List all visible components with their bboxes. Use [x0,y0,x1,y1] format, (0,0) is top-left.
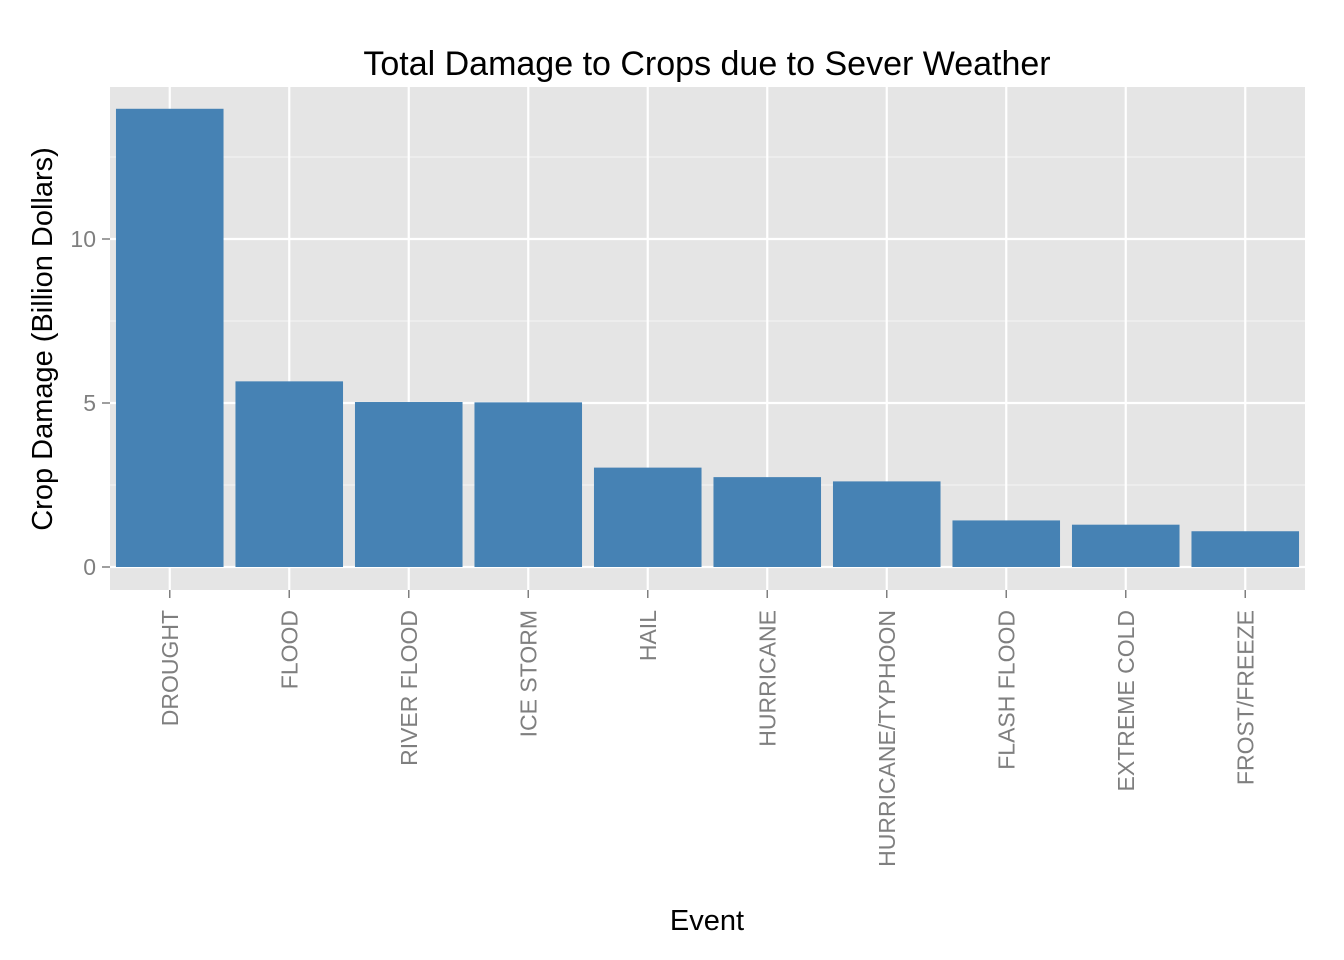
bar [593,467,702,567]
x-tick-label: HAIL [635,610,661,661]
x-tick-label: FROST/FREEZE [1232,610,1258,785]
bar [115,108,224,567]
x-tick-label: DROUGHT [157,610,183,726]
bar [713,477,822,567]
x-tick-label: ICE STORM [515,610,541,737]
x-tick-label: FLOOD [276,610,302,689]
bar [354,402,463,567]
bars [115,108,1300,567]
y-tick-label: 10 [70,226,96,252]
bar [474,402,583,567]
y-tick-label: 0 [83,554,96,580]
y-axis-title: Crop Damage (Billion Dollars) [27,147,59,531]
x-tick-label: EXTREME COLD [1113,610,1139,791]
bar [235,381,344,567]
y-axis-ticks: 0 5 10 [70,226,110,580]
chart-title: Total Damage to Crops due to Sever Weath… [363,45,1050,83]
x-tick-label: RIVER FLOOD [396,610,422,766]
x-tick-label: HURRICANE/TYPHOON [874,610,900,867]
bar [1191,531,1300,567]
x-tick-label: HURRICANE [754,610,780,747]
bar [832,481,941,567]
x-axis-title: Event [670,905,744,937]
bar [1071,524,1180,567]
y-tick-label: 5 [83,390,96,416]
x-tick-label: FLASH FLOOD [993,610,1019,770]
bar [952,520,1061,567]
x-axis-ticks: DROUGHT FLOOD RIVER FLOOD ICE STORM HAIL HURR… [157,590,1258,867]
